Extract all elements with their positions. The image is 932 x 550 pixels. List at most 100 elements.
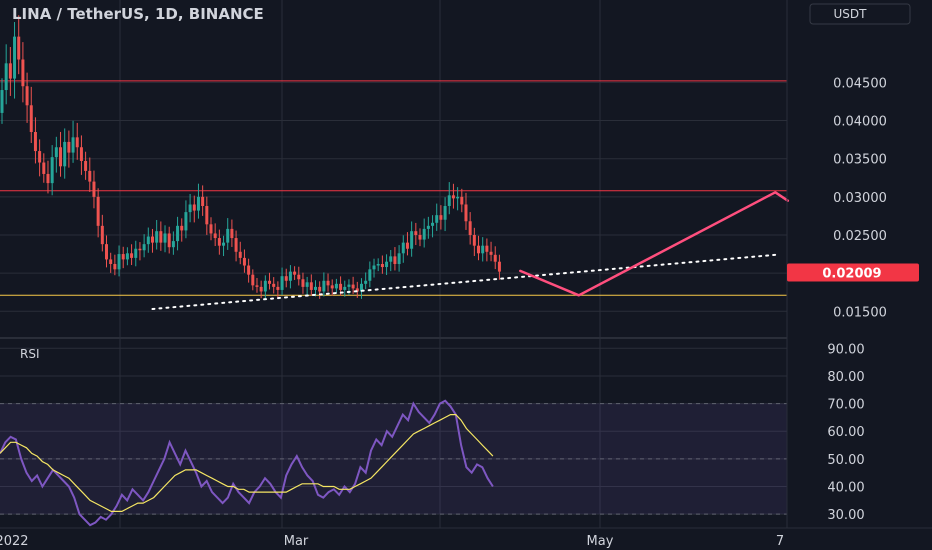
candle-body (255, 285, 259, 287)
candle-body (96, 196, 100, 226)
candle (439, 205, 443, 230)
rsi-label[interactable]: RSI (20, 347, 40, 361)
candle-body (17, 36, 21, 60)
candle-body (422, 228, 426, 240)
candle (17, 15, 21, 75)
candle (251, 269, 255, 291)
candle (293, 266, 297, 280)
candle-body (4, 63, 8, 91)
candle-body (213, 233, 217, 239)
candle (159, 221, 163, 251)
candle (134, 240, 138, 267)
candle-body (272, 283, 276, 287)
candle (393, 247, 397, 271)
candle-body (205, 206, 209, 225)
horizontal-levels[interactable] (0, 80, 787, 296)
candle-body (368, 269, 372, 281)
candle-body (251, 274, 255, 286)
candle (88, 157, 92, 192)
candle (13, 22, 17, 99)
candle (192, 195, 196, 223)
candle-body (63, 141, 67, 167)
currency-button[interactable]: USDT (809, 3, 911, 25)
candle-body (71, 137, 75, 153)
candle (213, 223, 217, 247)
candle-body (159, 231, 163, 243)
candle-body (67, 141, 71, 153)
candle (25, 72, 29, 123)
candle-body (105, 244, 108, 260)
candle (268, 272, 272, 290)
candle (138, 242, 142, 261)
candle-body (234, 238, 238, 252)
candle (493, 246, 497, 270)
candle (322, 272, 326, 297)
candle-body (188, 204, 192, 213)
candle-body (130, 253, 134, 258)
candle (209, 217, 213, 241)
candle-body (222, 242, 226, 246)
candle (301, 272, 305, 294)
candle (288, 265, 292, 289)
candle-body (364, 280, 368, 284)
candle-body (280, 276, 284, 290)
candle (385, 254, 389, 275)
price-tick-label: 0.03000 (833, 191, 887, 206)
symbol-title[interactable]: LINA / TetherUS, 1D, BINANCE (12, 5, 264, 23)
candle (196, 183, 200, 219)
candle-body (138, 248, 142, 251)
candle (359, 278, 363, 299)
candle (472, 227, 476, 257)
candle (54, 136, 58, 173)
candle (280, 267, 284, 296)
candle-body (113, 263, 117, 270)
candle (456, 187, 460, 211)
candle (96, 188, 100, 238)
rsi-band (0, 403, 787, 515)
rsi-axis[interactable]: 30.00 40.00 50.00 60.00 70.00 80.00 90.00 (827, 342, 864, 523)
candle-body (477, 245, 481, 254)
candle (59, 131, 63, 177)
candle (21, 42, 25, 103)
last-price-badge: 0.02009 (787, 263, 919, 282)
candle (0, 78, 4, 124)
candle-body (380, 263, 384, 268)
candle-body (305, 282, 309, 287)
candle (201, 185, 205, 216)
candle-body (451, 195, 455, 199)
candle (468, 212, 472, 245)
candle-body (146, 236, 150, 245)
candle (109, 252, 113, 273)
candle (443, 197, 447, 232)
candle-body (410, 231, 414, 249)
candle-body (347, 284, 351, 287)
candle-body (397, 253, 401, 264)
candle (497, 254, 501, 280)
dotted-trend-line[interactable] (151, 253, 777, 311)
candle (176, 216, 180, 251)
candle (380, 255, 384, 274)
candle-body (293, 271, 297, 275)
projection-path[interactable] (519, 191, 790, 297)
candle (46, 160, 50, 194)
candle-body (25, 86, 29, 106)
candle-body (435, 215, 439, 223)
candle-body (163, 233, 167, 243)
candle (184, 200, 188, 239)
candle-body (38, 151, 42, 163)
candle-body (117, 254, 121, 270)
candle-body (230, 228, 234, 239)
candle (100, 214, 104, 252)
candle-body (142, 244, 146, 251)
candle (242, 249, 246, 273)
candle-body (171, 241, 175, 248)
candle (180, 218, 184, 242)
candle (146, 227, 150, 253)
time-axis[interactable]: 2022 Mar May 7 (0, 534, 784, 549)
time-tick-label: 2022 (0, 534, 29, 549)
candle-body (497, 261, 501, 272)
candle-body (217, 238, 221, 246)
drawing-overlays[interactable] (151, 191, 790, 311)
